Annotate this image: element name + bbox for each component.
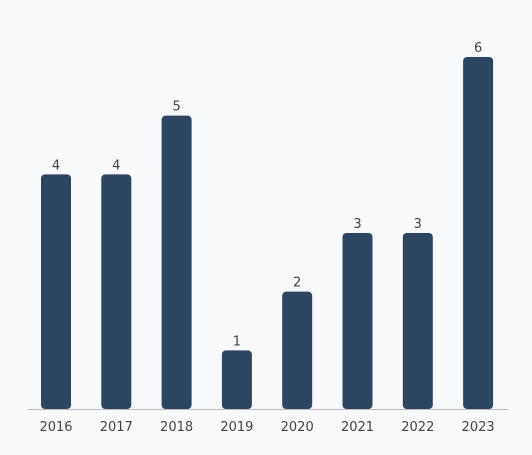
data-label: 2: [293, 276, 301, 291]
data-label: 4: [112, 158, 120, 173]
data-label: 6: [474, 41, 482, 56]
bar: [101, 174, 132, 409]
x-tick-label: 2017: [100, 420, 133, 435]
bar: [161, 115, 192, 410]
bar: [402, 233, 433, 409]
x-tick-label: 2016: [39, 420, 72, 435]
data-label: 5: [172, 100, 180, 115]
data-label: 3: [414, 217, 422, 232]
data-label: 1: [233, 334, 241, 349]
data-label: 4: [52, 158, 60, 173]
x-tick-label: 2019: [220, 420, 253, 435]
bar: [463, 57, 494, 409]
x-tick-label: 2020: [281, 420, 314, 435]
x-tick-label: 2022: [401, 420, 434, 435]
bar: [221, 350, 252, 409]
x-tick-label: 2023: [462, 420, 495, 435]
bar: [282, 291, 313, 409]
bar: [342, 233, 373, 409]
x-tick-label: 2021: [341, 420, 374, 435]
data-label: 3: [353, 217, 361, 232]
x-tick-label: 2018: [160, 420, 193, 435]
bar: [41, 174, 71, 409]
